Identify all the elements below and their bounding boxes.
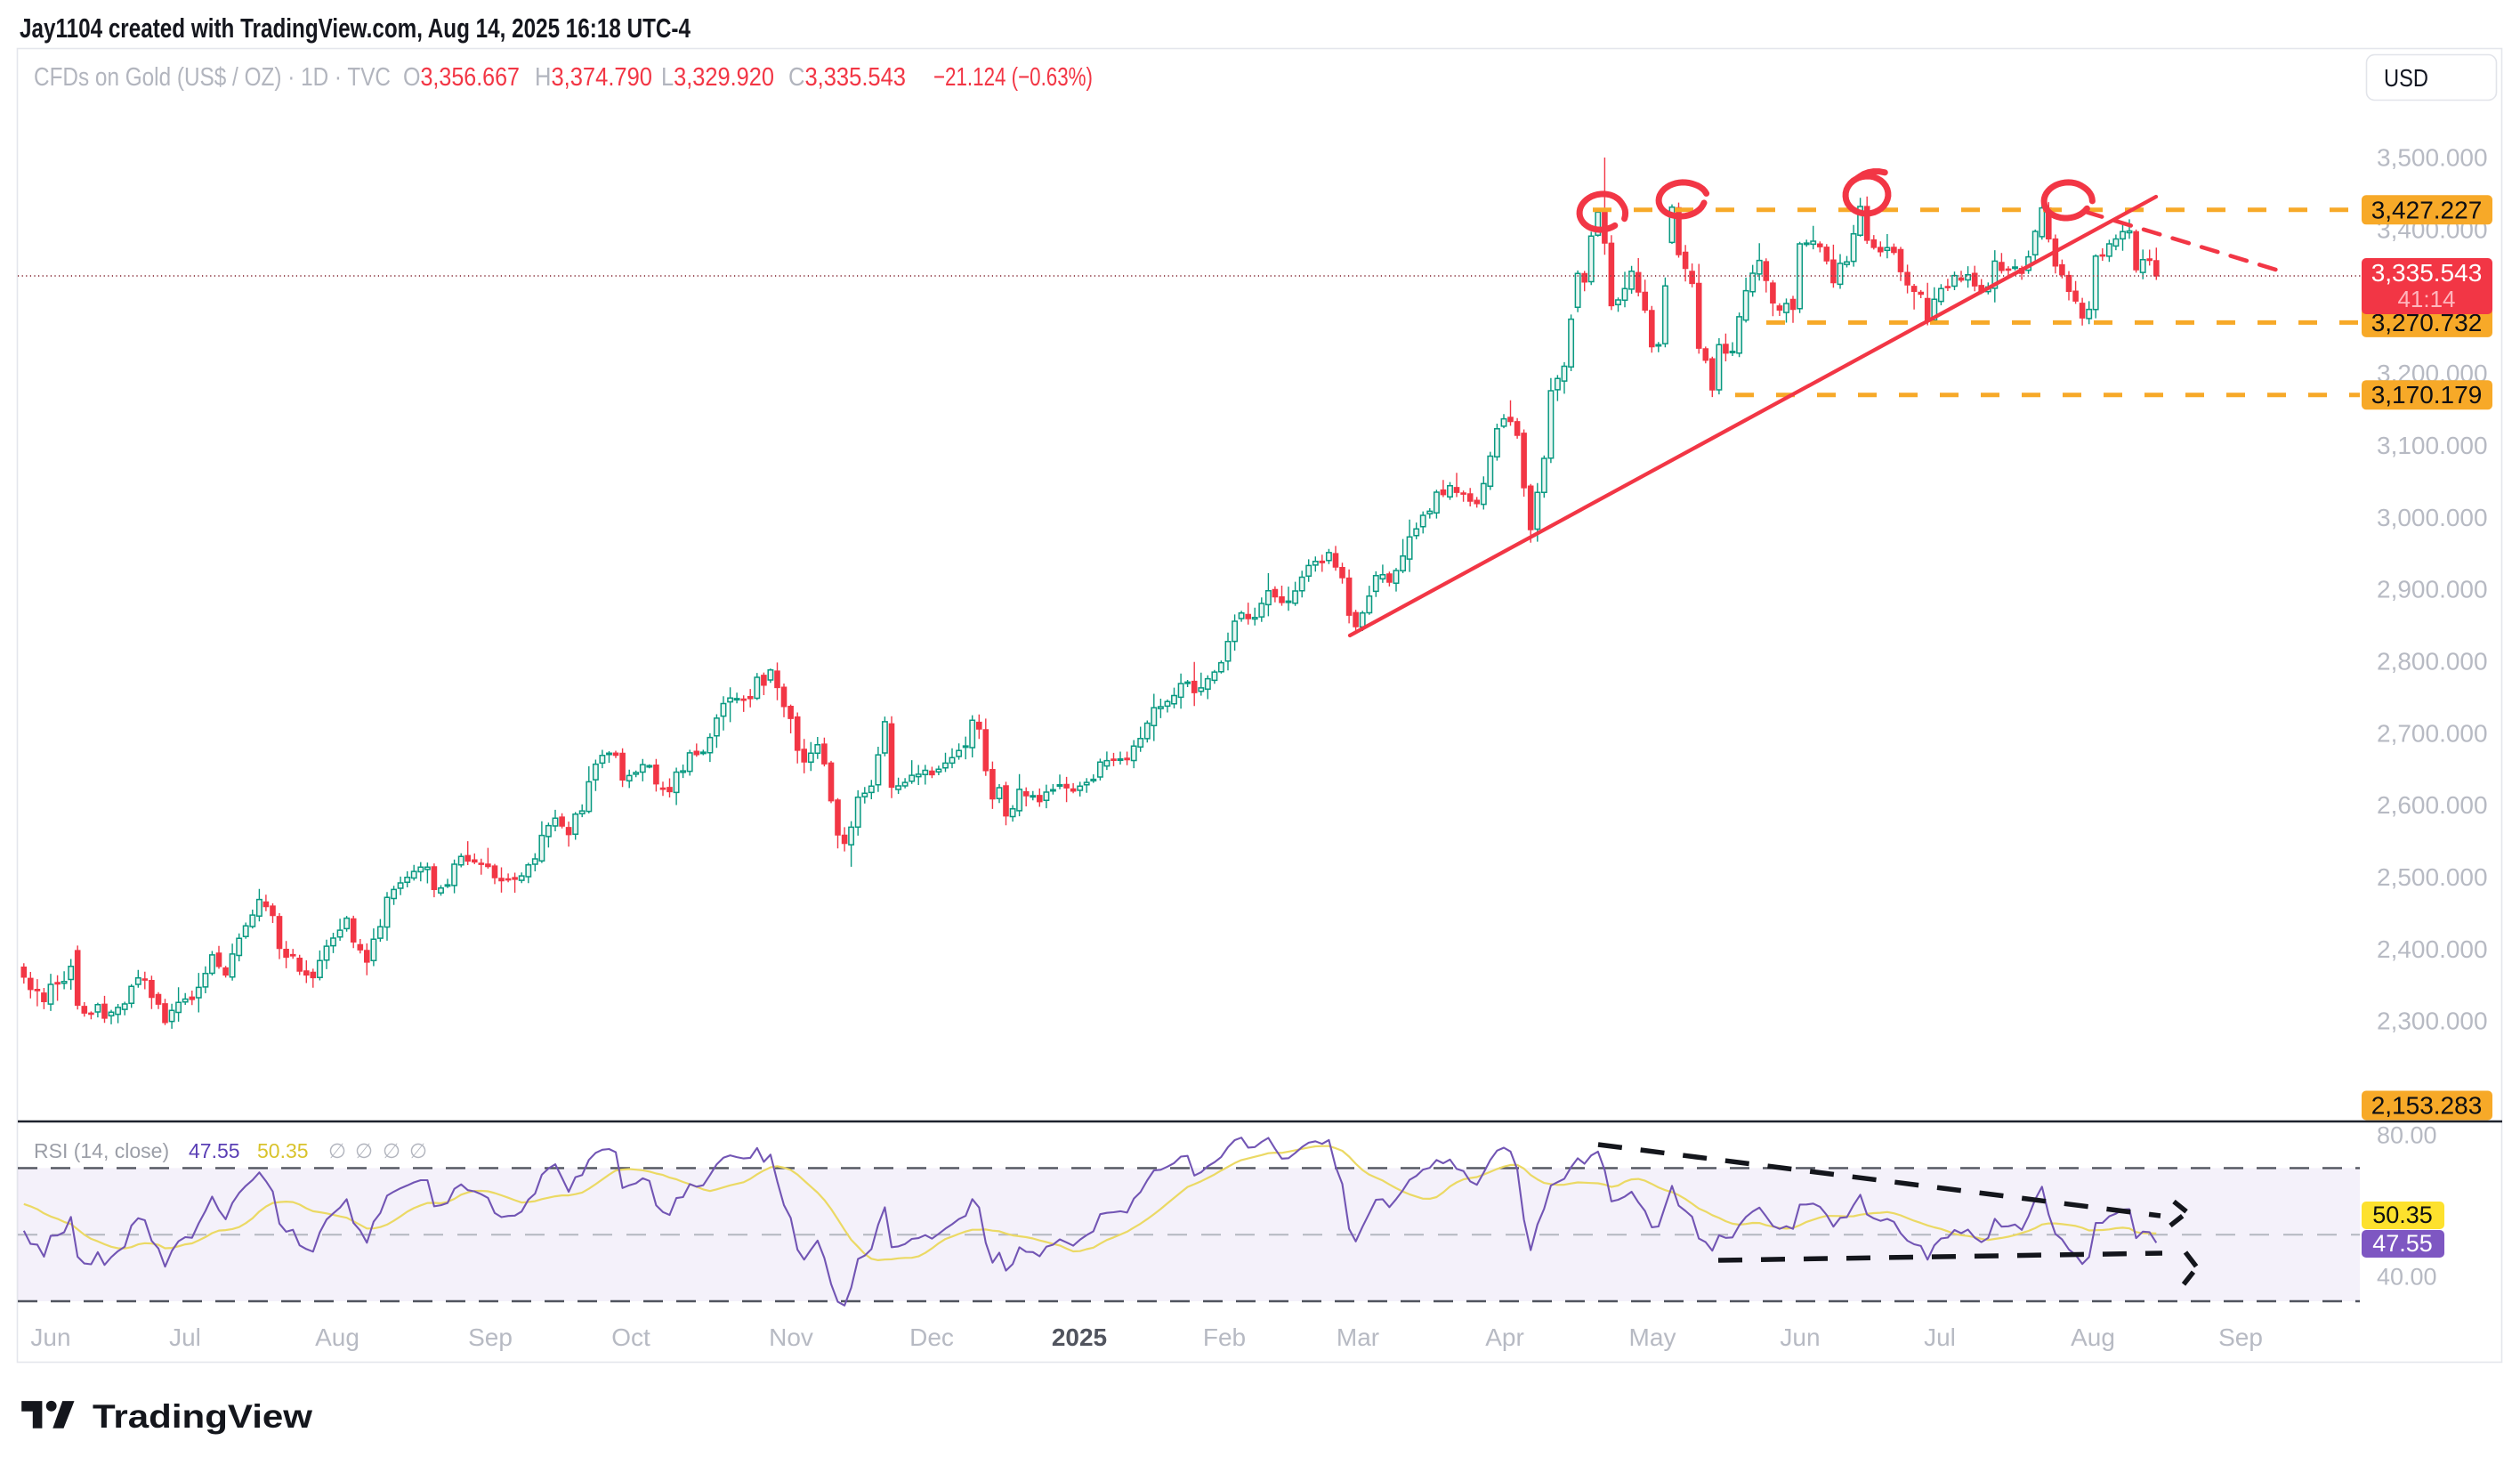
svg-text:50.35: 50.35 [2372,1202,2433,1228]
svg-text:2,600.000: 2,600.000 [2377,791,2488,819]
svg-text:2,153.283: 2,153.283 [2371,1092,2483,1120]
svg-text:2,400.000: 2,400.000 [2377,935,2488,963]
svg-text:2025: 2025 [1052,1323,1107,1351]
svg-text:Aug: Aug [2071,1323,2115,1351]
svg-text:Apr: Apr [1485,1323,1524,1351]
svg-text:40.00: 40.00 [2377,1264,2437,1291]
svg-text:Jay1104 created with TradingVi: Jay1104 created with TradingView.com, Au… [20,12,691,44]
svg-text:Sep: Sep [468,1323,513,1351]
svg-text:Oct: Oct [611,1323,650,1351]
svg-text:May: May [1629,1323,1676,1351]
svg-text:L3,329.920: L3,329.920 [661,63,774,92]
svg-text:Mar: Mar [1337,1323,1379,1351]
svg-text:Feb: Feb [1203,1323,1246,1351]
svg-text:3,500.000: 3,500.000 [2377,144,2488,172]
svg-text:2,900.000: 2,900.000 [2377,576,2488,603]
svg-text:USD: USD [2384,64,2428,92]
svg-text:47.55: 47.55 [2372,1230,2433,1257]
svg-text:−21.124 (−0.63%): −21.124 (−0.63%) [933,63,1093,92]
svg-text:Sep: Sep [2218,1323,2263,1351]
svg-text:3,335.543: 3,335.543 [2371,259,2483,287]
svg-text:3,000.000: 3,000.000 [2377,504,2488,531]
svg-text:41:14: 41:14 [2397,286,2455,312]
svg-text:CFDs on Gold (US$ / OZ) · 1D ·: CFDs on Gold (US$ / OZ) · 1D · TVC [34,63,391,92]
svg-text:Jun: Jun [30,1323,70,1351]
svg-text:Aug: Aug [315,1323,359,1351]
svg-text:3,427.227: 3,427.227 [2371,196,2483,223]
svg-text:3,100.000: 3,100.000 [2377,432,2488,459]
svg-text:80.00: 80.00 [2377,1122,2437,1149]
svg-text:Dec: Dec [909,1323,954,1351]
svg-text:2,700.000: 2,700.000 [2377,719,2488,747]
svg-text:Nov: Nov [769,1323,813,1351]
svg-text:C3,335.543: C3,335.543 [788,63,906,92]
svg-text:Jul: Jul [1924,1323,1956,1351]
svg-text:TradingView: TradingView [93,1398,312,1435]
svg-text:3,170.179: 3,170.179 [2371,381,2483,409]
svg-text:2,800.000: 2,800.000 [2377,648,2488,676]
svg-text:2,500.000: 2,500.000 [2377,863,2488,891]
svg-text:2,300.000: 2,300.000 [2377,1008,2488,1035]
svg-text:Jul: Jul [169,1323,201,1351]
svg-text:Jun: Jun [1780,1323,1820,1351]
svg-text:O3,356.667: O3,356.667 [403,63,520,92]
svg-text:H3,374.790: H3,374.790 [535,63,652,92]
